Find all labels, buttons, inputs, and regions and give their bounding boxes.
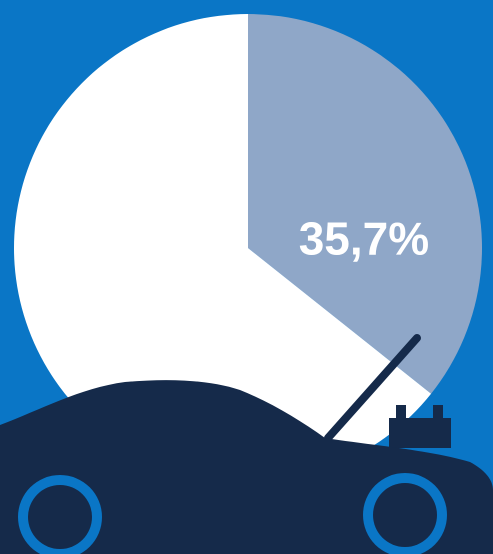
pie-slice xyxy=(13,14,432,483)
wheel-hub xyxy=(28,485,92,549)
pie-slice xyxy=(248,14,482,394)
wheel-hub xyxy=(373,483,437,547)
battery xyxy=(389,418,451,448)
battery-terminal xyxy=(396,405,406,419)
hood-prop xyxy=(324,334,421,442)
battery-terminal xyxy=(433,405,443,419)
value-label: 35,7% xyxy=(299,212,429,264)
car xyxy=(0,334,493,554)
pie: 35,7% xyxy=(13,14,482,483)
